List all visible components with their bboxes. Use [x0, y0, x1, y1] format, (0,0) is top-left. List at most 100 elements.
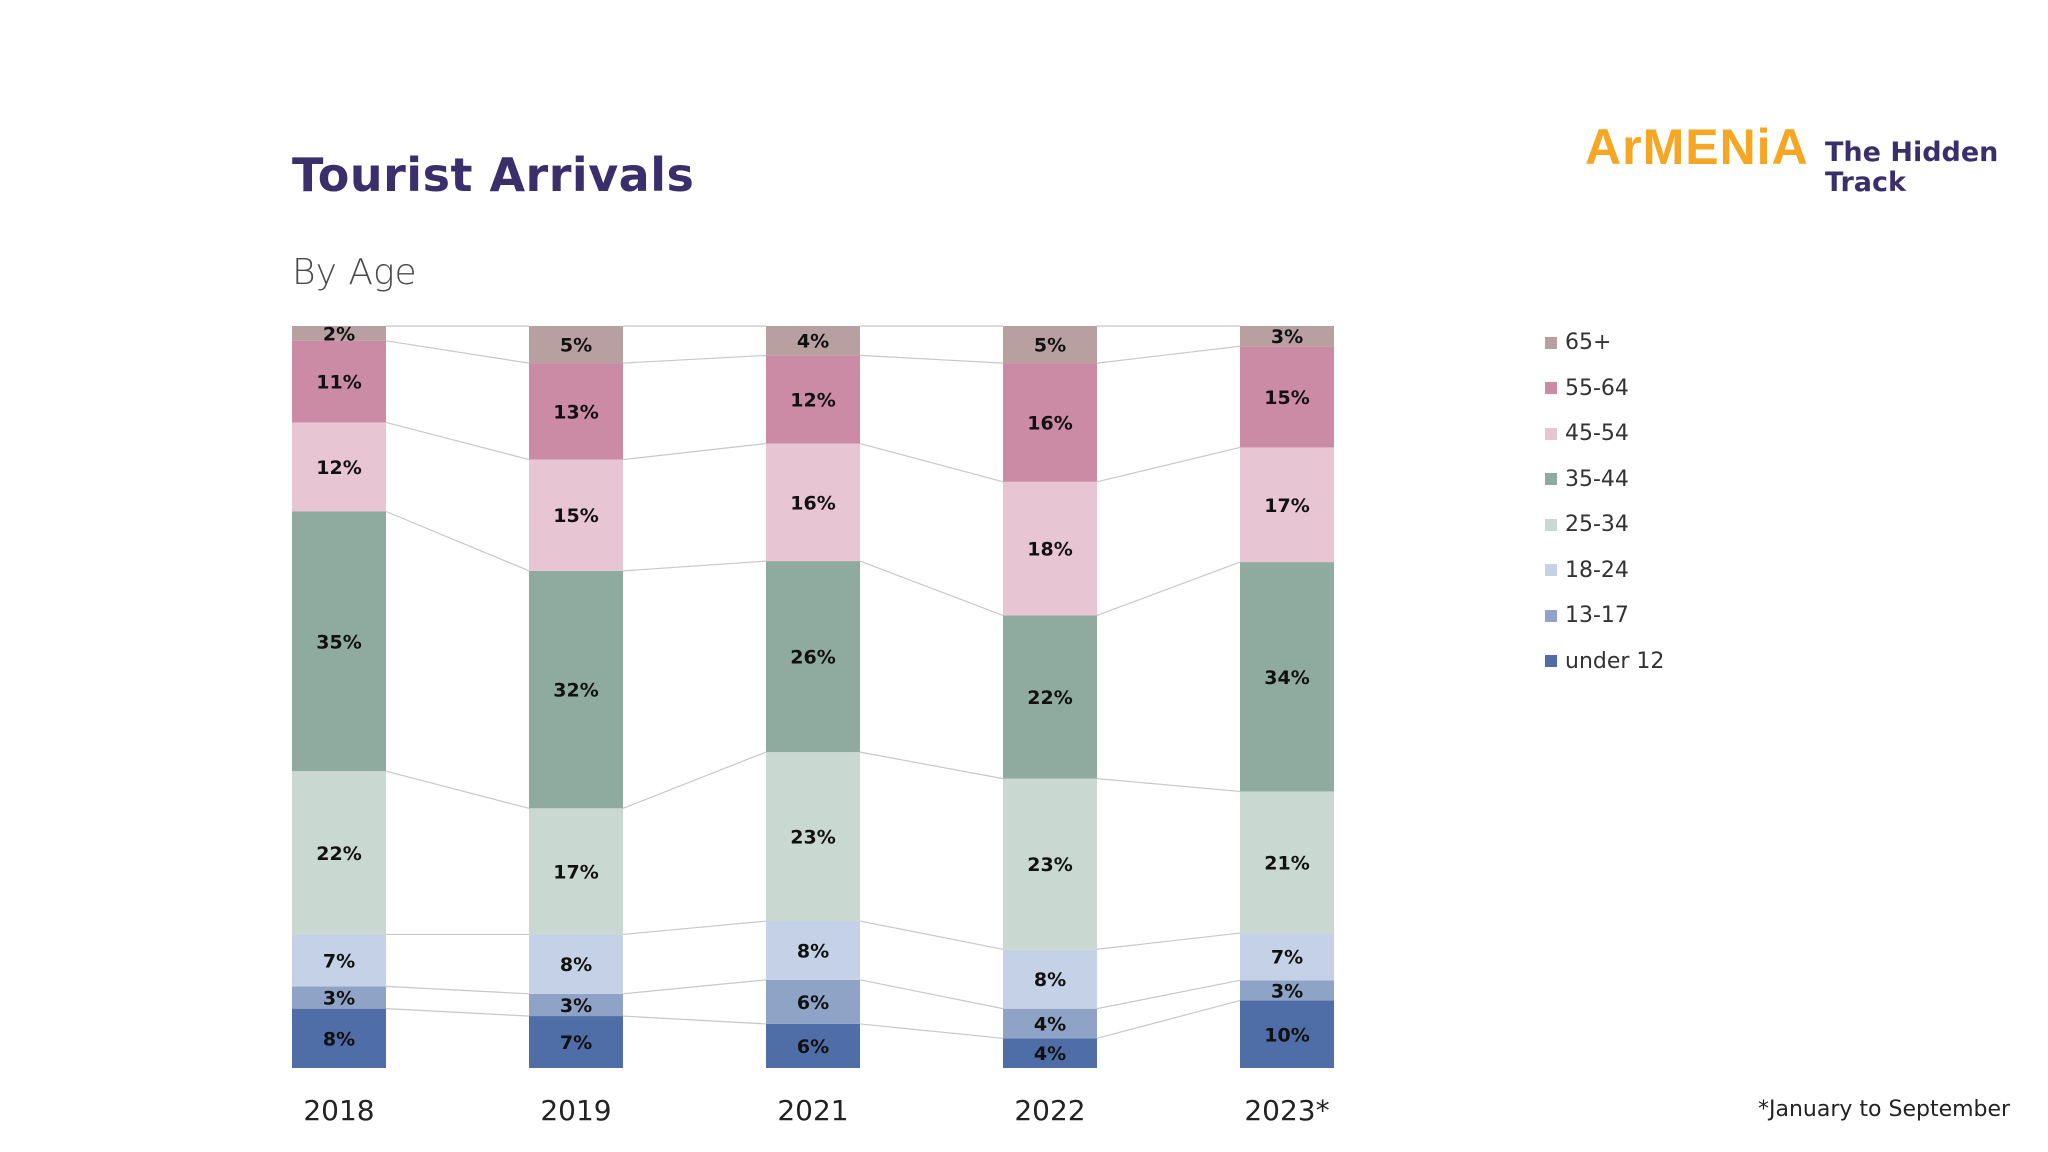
data-label: 4% — [1034, 1043, 1066, 1065]
bar-segment — [766, 921, 860, 980]
legend-item: 25-34 — [1545, 502, 1664, 548]
legend-item: 65+ — [1545, 320, 1664, 366]
legend-item: 18-24 — [1545, 548, 1664, 594]
logo-tagline-line2: Track — [1825, 167, 1906, 198]
connector-line — [1096, 778, 1241, 793]
x-tick-label: 2018 — [303, 1094, 374, 1127]
connector-lines — [385, 325, 1241, 1039]
data-label: 16% — [1027, 412, 1072, 434]
data-label: 22% — [316, 843, 361, 865]
legend-swatch — [1545, 564, 1557, 577]
connector-line — [1096, 932, 1241, 950]
bar-segment — [1240, 791, 1334, 934]
x-tick-label: 2023* — [1244, 1094, 1329, 1127]
data-label: 3% — [560, 995, 592, 1017]
x-axis-tick-labels: 2018 2019 2021 2022 2023* — [303, 1094, 1329, 1127]
data-label: 7% — [323, 950, 355, 972]
bar-segment — [1003, 949, 1097, 1009]
data-label: 3% — [1271, 980, 1303, 1002]
connector-line — [859, 442, 1004, 483]
data-label: 5% — [1034, 335, 1066, 357]
legend-swatch — [1545, 518, 1557, 531]
data-label: 11% — [316, 372, 361, 394]
data-label: 8% — [1034, 969, 1066, 991]
legend-label: 35-44 — [1565, 466, 1629, 492]
connector-line — [859, 920, 1004, 950]
data-label: 13% — [553, 401, 598, 423]
bar-segment — [1240, 562, 1334, 792]
data-label: 6% — [797, 1036, 829, 1058]
bar-segment — [292, 934, 386, 987]
bar-segment — [766, 326, 860, 356]
bar-segment — [529, 326, 623, 364]
bar-segment — [1003, 1008, 1097, 1039]
legend-label: 18-24 — [1565, 557, 1629, 583]
bar-segments — [292, 326, 1334, 1068]
connector-line — [385, 770, 530, 809]
chart-legend: 65+ 55-64 45-54 35-44 25-34 18-24 13-17 under 1… — [1545, 320, 1664, 684]
connector-line — [1096, 345, 1241, 364]
page-subtitle: By Age — [292, 252, 417, 293]
connector-line — [622, 979, 767, 995]
data-label: 17% — [553, 861, 598, 883]
logo-tagline-line1: The Hidden — [1825, 137, 1999, 168]
connector-line — [622, 442, 767, 461]
data-label: 7% — [560, 1032, 592, 1054]
data-label: 2% — [323, 323, 355, 345]
connector-line — [622, 354, 767, 364]
connector-line — [385, 985, 530, 995]
legend-swatch — [1545, 609, 1557, 622]
connector-line — [385, 510, 530, 572]
bar-segment — [1003, 326, 1097, 364]
data-label: 5% — [560, 335, 592, 357]
bar-segment — [529, 1016, 623, 1068]
data-label: 3% — [1271, 326, 1303, 348]
data-label: 23% — [1027, 854, 1072, 876]
legend-item: 35-44 — [1545, 457, 1664, 503]
data-labels: 8% 3% 7% 22% 35% 12% 11% 2% 7% 3% 8% 17% 32% 15% 13% 5%… — [316, 323, 1309, 1065]
connector-line — [859, 979, 1004, 1010]
bar-segment — [1003, 1038, 1097, 1068]
bar-segment — [292, 326, 386, 341]
data-label: 8% — [560, 954, 592, 976]
bar-segment — [292, 771, 386, 935]
data-label: 26% — [790, 647, 835, 669]
bar-segment — [529, 570, 623, 809]
bar-segment — [766, 355, 860, 444]
data-label: 18% — [1027, 539, 1072, 561]
data-label: 8% — [797, 940, 829, 962]
connector-line — [385, 1008, 530, 1017]
data-label: 22% — [1027, 687, 1072, 709]
data-label: 7% — [1271, 947, 1303, 969]
page-title: Tourist Arrivals — [292, 148, 695, 202]
x-tick-label: 2022 — [1014, 1094, 1085, 1127]
legend-label: 65+ — [1565, 330, 1612, 356]
x-tick-label: 2019 — [540, 1094, 611, 1127]
data-label: 12% — [790, 389, 835, 411]
brand-logo: ArMENiA The Hidden Track — [1585, 118, 2025, 208]
bar-segment — [1240, 1000, 1334, 1068]
logo-wordmark: ArMENiA — [1585, 119, 1809, 175]
legend-label: 45-54 — [1565, 421, 1629, 447]
legend-item: 13-17 — [1545, 593, 1664, 639]
bar-segment — [529, 459, 623, 571]
bar-segment — [529, 363, 623, 460]
connector-line — [622, 1015, 767, 1025]
data-label: 4% — [1034, 1013, 1066, 1035]
bar-segment — [1240, 980, 1334, 1001]
connector-line — [1096, 999, 1241, 1039]
bar-segment — [292, 986, 386, 1009]
legend-swatch — [1545, 427, 1557, 440]
logo-tagline: The Hidden Track — [1825, 138, 2025, 198]
x-tick-label: 2021 — [777, 1094, 848, 1127]
connector-line — [859, 354, 1004, 364]
data-label: 32% — [553, 680, 598, 702]
legend-item: 55-64 — [1545, 366, 1664, 412]
data-label: 16% — [790, 492, 835, 514]
legend-swatch — [1545, 336, 1557, 349]
bar-segment — [766, 979, 860, 1024]
footnote: *January to September — [1758, 1097, 2011, 1122]
legend-swatch — [1545, 382, 1557, 395]
connector-line — [1096, 979, 1241, 1010]
